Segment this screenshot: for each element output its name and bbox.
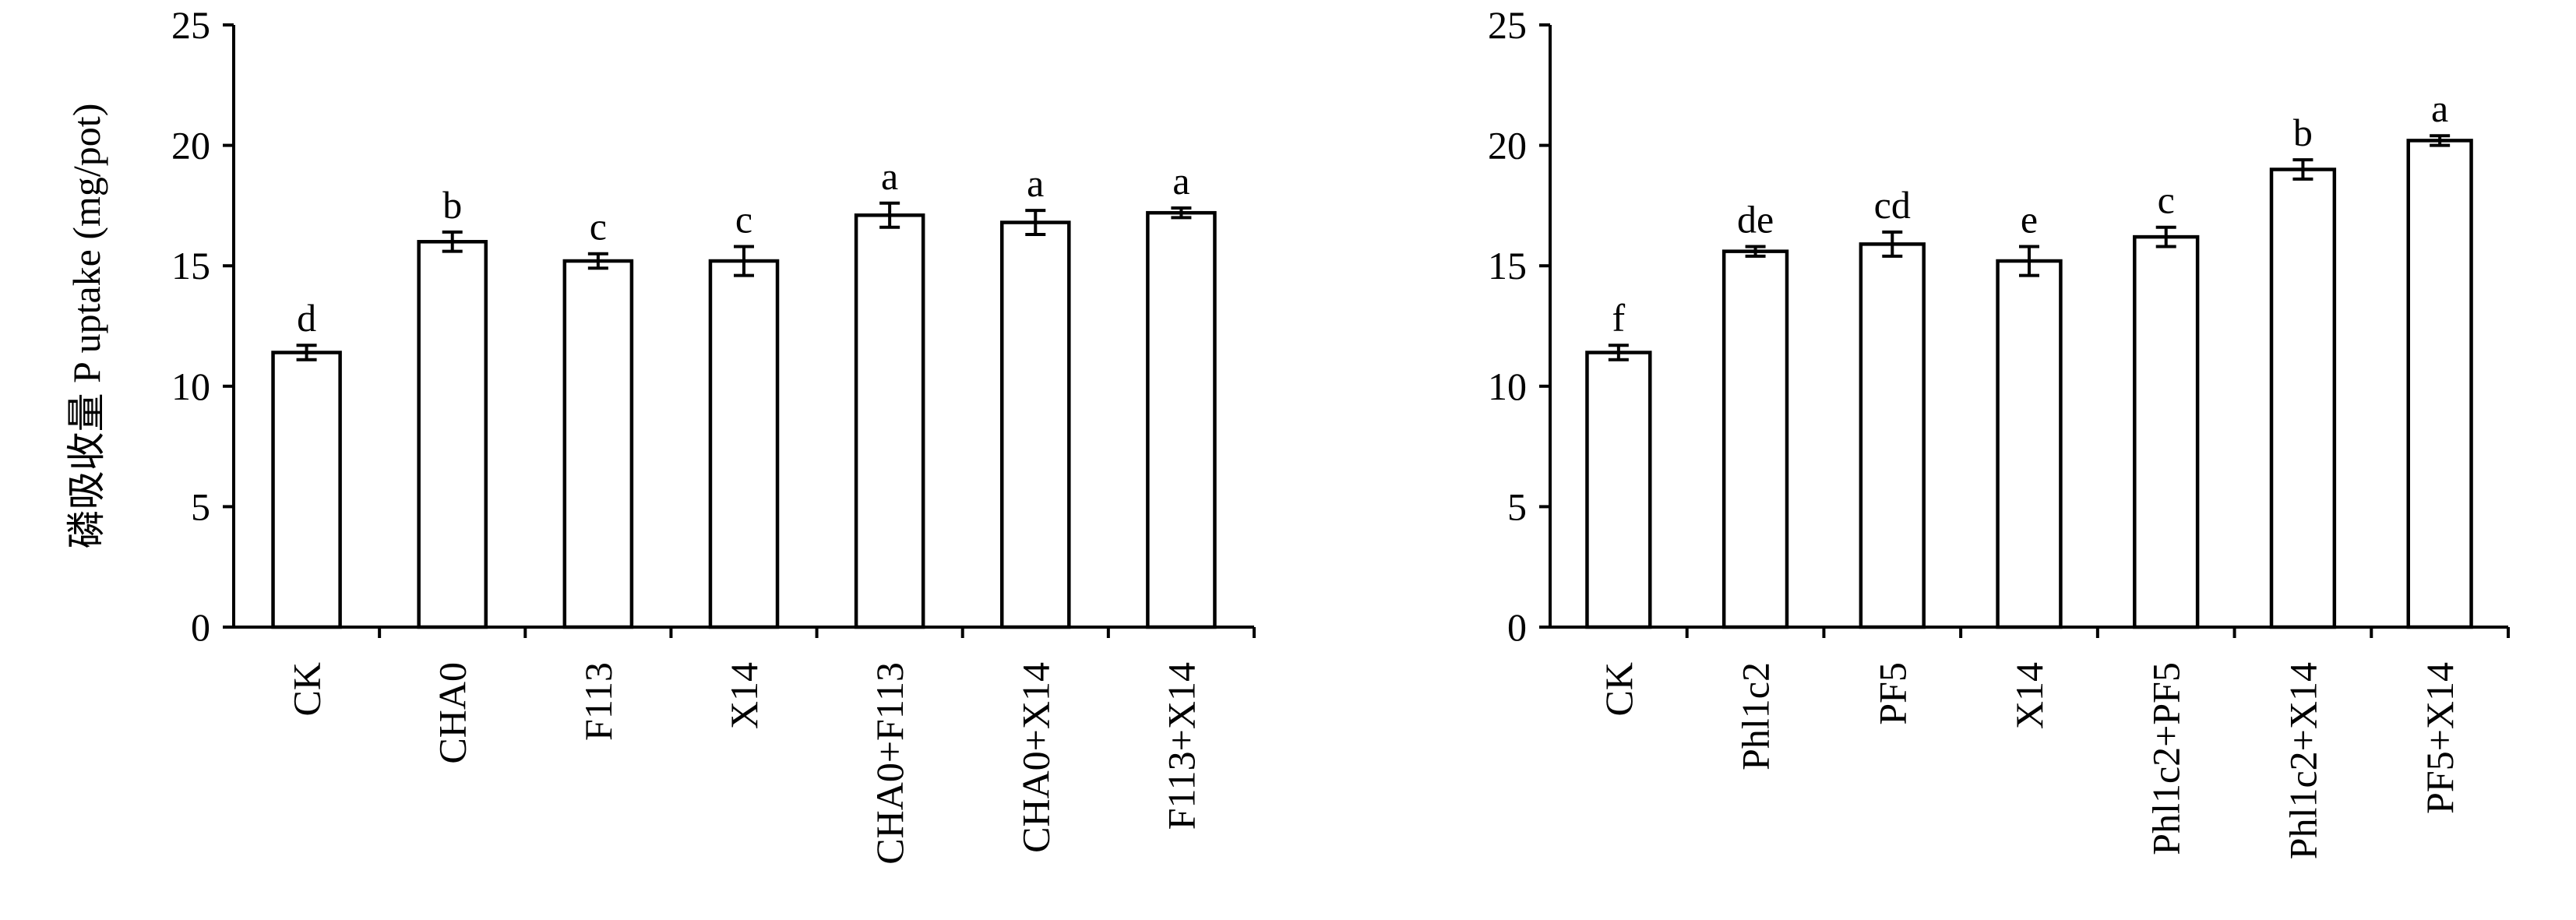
significance-label: c bbox=[735, 197, 752, 241]
category-label: Phl1c2 bbox=[1734, 662, 1778, 770]
significance-label: cd bbox=[1874, 183, 1911, 227]
significance-label: a bbox=[2431, 86, 2448, 130]
significance-label: a bbox=[881, 154, 898, 198]
category-label: CHA0+F113 bbox=[868, 662, 911, 865]
y-tick-label: 10 bbox=[171, 365, 210, 408]
bar bbox=[417, 240, 488, 629]
significance-label: a bbox=[1172, 159, 1189, 203]
significance-label: f bbox=[1612, 296, 1626, 340]
y-tick-label: 15 bbox=[171, 244, 210, 287]
significance-label: c bbox=[2158, 178, 2175, 222]
y-tick-label: 20 bbox=[1488, 124, 1527, 167]
bar bbox=[2406, 139, 2473, 629]
category-label: CHA0+X14 bbox=[1013, 662, 1057, 853]
y-tick-label: 20 bbox=[171, 124, 210, 167]
significance-label: de bbox=[1737, 197, 1774, 241]
bar bbox=[1146, 210, 1217, 629]
y-tick-label: 0 bbox=[191, 605, 210, 649]
bar bbox=[271, 351, 342, 629]
bar bbox=[1585, 351, 1652, 629]
y-tick-label: 5 bbox=[191, 485, 210, 528]
right-chart-panel: 0 5 10 15 20 25 f CK de Phl1c2 cd PF5 e X14 c Phl1c2+PF… bbox=[1488, 3, 2510, 859]
y-tick-label: 10 bbox=[1488, 365, 1527, 408]
category-label: X14 bbox=[722, 662, 766, 729]
significance-label: b bbox=[442, 183, 462, 227]
y-tick-label: 0 bbox=[1507, 605, 1527, 649]
significance-label: d bbox=[297, 296, 316, 340]
category-label: PF5 bbox=[1870, 662, 1914, 725]
category-label: Phl1c2+PF5 bbox=[2144, 662, 2188, 855]
y-tick-label: 5 bbox=[1507, 485, 1527, 528]
bar bbox=[854, 213, 925, 629]
bar bbox=[562, 259, 634, 629]
category-label: CHA0 bbox=[431, 662, 474, 764]
category-label: X14 bbox=[2007, 662, 2051, 729]
bar bbox=[999, 220, 1071, 629]
y-axis-title: 磷吸收量 P uptake (mg/pot) bbox=[65, 104, 108, 549]
significance-label: e bbox=[2021, 197, 2038, 241]
left-chart-panel: 0 5 10 15 20 25 d CK b CHA0 c F113 c X14 a CHA0+F113 a CH… bbox=[65, 3, 1256, 865]
significance-label: c bbox=[590, 205, 607, 249]
category-label: F113+X14 bbox=[1159, 662, 1203, 830]
bar bbox=[1721, 249, 1789, 629]
category-label: CK bbox=[285, 662, 329, 716]
category-label: CK bbox=[1597, 662, 1640, 716]
bar bbox=[708, 259, 780, 629]
category-label: PF5+X14 bbox=[2418, 662, 2461, 814]
category-label: F113 bbox=[576, 662, 620, 741]
y-tick-label: 15 bbox=[1488, 244, 1527, 287]
bar bbox=[2133, 234, 2200, 629]
bar bbox=[1859, 242, 1926, 629]
y-tick-label: 25 bbox=[171, 3, 210, 47]
category-label: Phl1c2+X14 bbox=[2281, 662, 2324, 859]
y-tick-label: 25 bbox=[1488, 3, 1527, 47]
bar bbox=[2269, 167, 2337, 629]
bar bbox=[1996, 259, 2063, 629]
significance-label: a bbox=[1027, 161, 1044, 205]
significance-label: b bbox=[2293, 111, 2313, 154]
